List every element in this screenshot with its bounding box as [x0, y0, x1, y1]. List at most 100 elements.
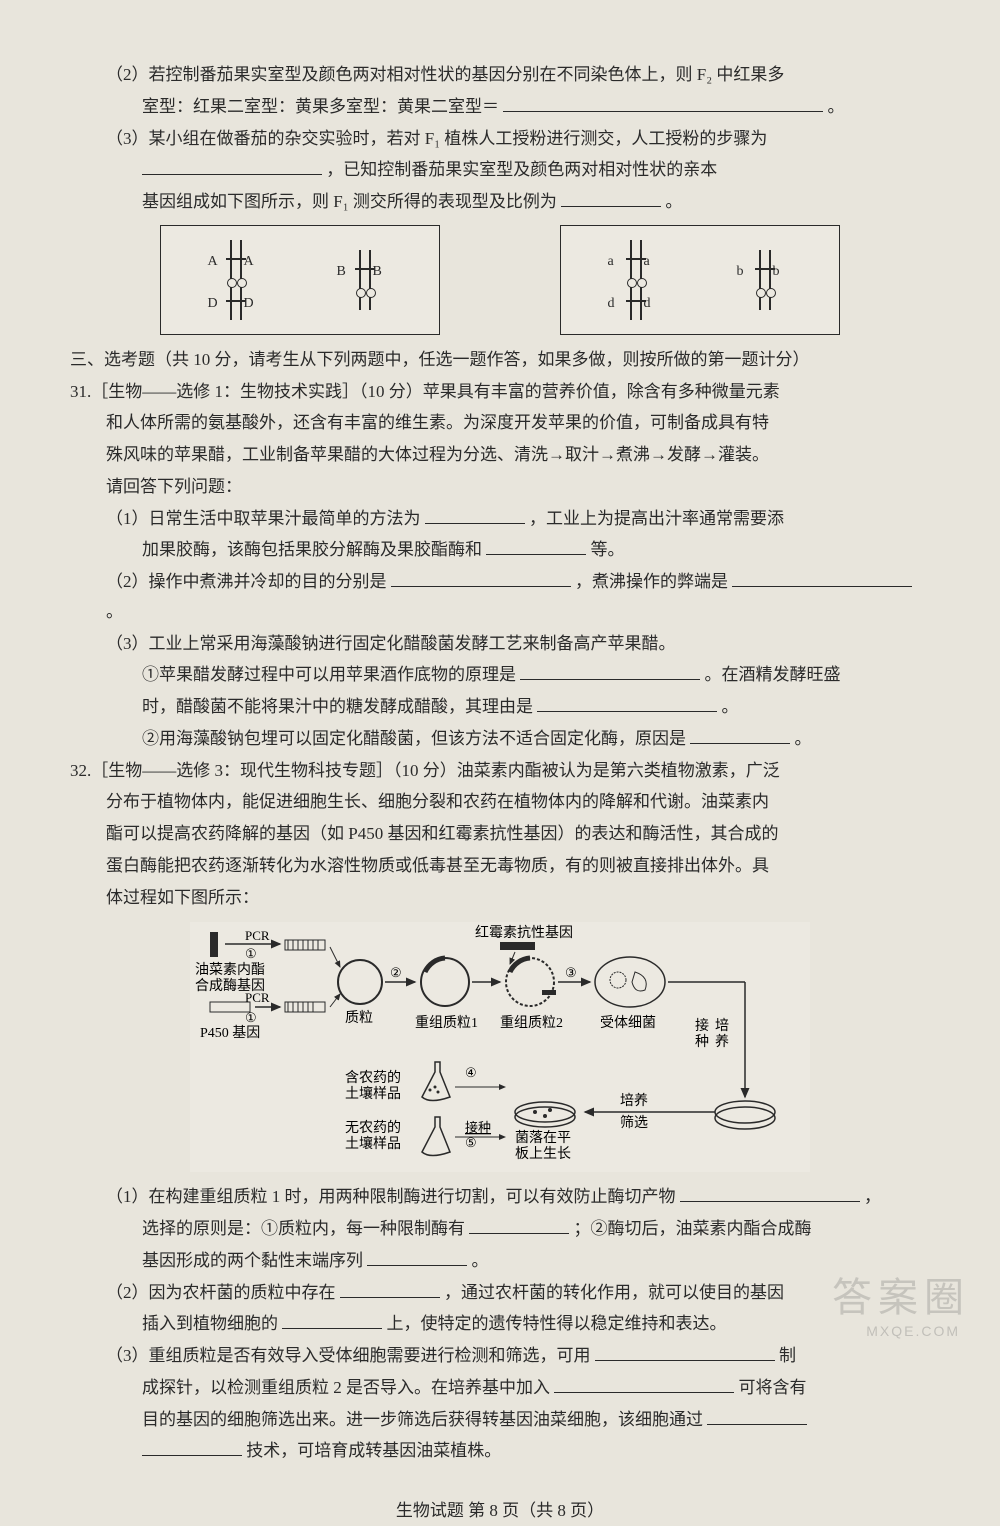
blank: [503, 93, 823, 112]
q30-p3c: 基因组成如下图所示，则 F₁ 测交所得的表现型及比例为 。: [70, 187, 930, 217]
q32-p3c: 成探针，以检测重组质粒 2 是否导入。在培养基中加入 可将含有: [70, 1373, 930, 1403]
q32-p3e: 目的基因的细胞筛选出来。进一步筛选后获得转基因油菜细胞，该细胞通过: [70, 1405, 930, 1435]
text: 。: [106, 602, 123, 621]
text: ；②酶切后，油菜素内酯合成酶: [574, 1219, 812, 1238]
svg-text:种: 种: [695, 1034, 709, 1050]
text: 选择的原则是：①质粒内，每一种限制酶有: [142, 1219, 465, 1238]
blank: [142, 1438, 242, 1457]
q30-p2: （2）若控制番茄果实室型及颜色两对相对性状的基因分别在不同染色体上，则 F₂ 中…: [70, 60, 930, 90]
allele-label: d: [608, 292, 615, 317]
text: 技术，可培育成转基因油菜植株。: [246, 1441, 501, 1460]
text: 室型：红果二室型：黄果多室型：黄果二室型＝: [142, 97, 499, 116]
svg-text:土壤样品: 土壤样品: [345, 1085, 401, 1102]
svg-text:含农药的: 含农药的: [345, 1070, 401, 1086]
blank: [142, 157, 322, 176]
svg-text:重组质粒2: 重组质粒2: [500, 1015, 563, 1031]
svg-text:重组质粒1: 重组质粒1: [415, 1015, 478, 1031]
blank: [469, 1215, 569, 1234]
blank: [707, 1406, 807, 1425]
q32-p2c: 插入到植物细胞的 上，使特定的遗传特性得以稳定维持和表达。: [70, 1309, 930, 1339]
q32-p1e: 基因形成的两个黏性末端序列 。: [70, 1246, 930, 1276]
text: 。: [665, 192, 682, 211]
svg-text:板上生长: 板上生长: [515, 1146, 571, 1162]
q32-p1: （1）在构建重组质粒 1 时，用两种限制酶进行切割，可以有效防止酶切产物 ，: [70, 1182, 930, 1212]
chromosome: b: [769, 250, 771, 310]
allele-label: a: [608, 250, 614, 275]
blank: [561, 188, 661, 207]
svg-text:④: ④: [465, 1065, 477, 1080]
svg-text:质粒: 质粒: [345, 1010, 373, 1026]
text: 。: [828, 97, 845, 116]
q32-l5: 体过程如下图所示：: [70, 883, 930, 913]
chromosome: a d: [640, 240, 642, 320]
svg-text:养: 养: [715, 1034, 729, 1050]
watermark-sub: MXQE.COM: [866, 1319, 960, 1344]
svg-text:受体细菌: 受体细菌: [600, 1015, 656, 1031]
q32-p1c: 选择的原则是：①质粒内，每一种限制酶有 ；②酶切后，油菜素内酯合成酶: [70, 1214, 930, 1244]
svg-text:红霉素抗性基因: 红霉素抗性基因: [475, 924, 573, 941]
chromosome: B: [359, 250, 361, 310]
text: （3）重组质粒是否有效导入受体细胞需要进行检测和筛选，可用: [106, 1346, 591, 1365]
page-content: （2）若控制番茄果实室型及颜色两对相对性状的基因分别在不同染色体上，则 F₂ 中…: [70, 60, 930, 1526]
text: ，煮沸操作的弊端是: [575, 572, 728, 591]
text: （3）某小组在做番茄的杂交实验时，若对 F₁ 植株人工授粉进行测交，人工授粉的步…: [106, 129, 767, 148]
text: 加果胶酶，该酶包括果胶分解酶及果胶酯酶和: [142, 540, 482, 559]
blank: [340, 1279, 440, 1298]
text: （2）因为农杆菌的质粒中存在: [106, 1283, 336, 1302]
allele-label: a: [644, 250, 650, 275]
text: 基因形成的两个黏性末端序列: [142, 1251, 363, 1270]
blank: [282, 1311, 382, 1330]
text: 可将含有: [739, 1378, 807, 1397]
allele-label: A: [208, 250, 218, 275]
blank: [595, 1342, 775, 1361]
q32-l4: 蛋白酶能把农药逐渐转化为水溶性物质或低毒甚至无毒物质，有的则被直接排出体外。具: [70, 851, 930, 881]
svg-text:油菜素内酯: 油菜素内酯: [195, 962, 265, 978]
allele-label: b: [737, 260, 744, 285]
text: 时，醋酸菌不能将果汁中的糖发酵成醋酸，其理由是: [142, 697, 533, 716]
text: ，通过农杆菌的转化作用，就可以使目的基因: [444, 1283, 784, 1302]
pcr-label: PCR: [245, 928, 270, 943]
text: 成探针，以检测重组质粒 2 是否导入。在培养基中加入: [142, 1378, 550, 1397]
svg-text:①: ①: [245, 946, 257, 961]
blank: [732, 568, 912, 587]
q32-p3f: 技术，可培育成转基因油菜植株。: [70, 1436, 930, 1466]
text: （2）操作中煮沸并冷却的目的分别是: [106, 572, 387, 591]
text: （1）在构建重组质粒 1 时，用两种限制酶进行切割，可以有效防止酶切产物: [106, 1187, 676, 1206]
svg-text:接种: 接种: [465, 1120, 491, 1135]
allele-label: D: [244, 292, 254, 317]
q31-l2: 和人体所需的氨基酸外，还含有丰富的维生素。为深度开发苹果的价值，可制备成具有特: [70, 408, 930, 438]
chromosome: A D: [230, 240, 232, 320]
text: ，已知控制番茄果实室型及颜色两对相对性状的亲本: [326, 160, 717, 179]
svg-text:无农药的: 无农药的: [345, 1120, 401, 1136]
text: ，工业上为提高出汁率通常需要添: [529, 509, 784, 528]
blank: [554, 1374, 734, 1393]
text: 。: [722, 697, 739, 716]
svg-text:土壤样品: 土壤样品: [345, 1135, 401, 1152]
q31-p1: （1）日常生活中取苹果汁最简单的方法为 ，工业上为提高出汁率通常需要添: [70, 504, 930, 534]
allele-label: d: [644, 292, 651, 317]
text: 目的基因的细胞筛选出来。进一步筛选后获得转基因油菜细胞，该细胞通过: [142, 1410, 703, 1429]
flow-svg: PCR ① 油菜素内酯 合成酶基因 PCR ① P450 基因 质粒 ②: [190, 922, 810, 1172]
q32-head: 32.［生物——选修 3：现代生物科技专题］（10 分）油菜素内酯被认为是第六类…: [70, 756, 930, 786]
allele-label: A: [244, 250, 254, 275]
q32-p2: （2）因为农杆菌的质粒中存在 ，通过农杆菌的转化作用，就可以使目的基因: [70, 1278, 930, 1308]
text: 。: [795, 729, 812, 748]
svg-text:培养: 培养: [620, 1093, 648, 1109]
q31-head: 31.［生物——选修 1：生物技术实践］（10 分）苹果具有丰富的营养价值，除含…: [70, 377, 930, 407]
chromosome: b: [759, 250, 761, 310]
q32-l3: 酯可以提高农药降解的基因（如 P450 基因和红霉素抗性基因）的表达和酶活性，其…: [70, 819, 930, 849]
allele-label: B: [337, 260, 346, 285]
q30-p2b: 室型：红果二室型：黄果多室型：黄果二室型＝ 。: [70, 92, 930, 122]
chr-pair: b b: [759, 250, 771, 310]
svg-text:①: ①: [245, 1010, 257, 1025]
text: 制: [779, 1346, 796, 1365]
blank: [537, 693, 717, 712]
q31-p3b: ①苹果醋发酵过程中可以用苹果酒作底物的原理是 。在酒精发酵旺盛: [70, 660, 930, 690]
allele-label: B: [373, 260, 382, 285]
text: ①苹果醋发酵过程中可以用苹果酒作底物的原理是: [142, 665, 516, 684]
chr-box-2: a d a d b b: [560, 225, 840, 335]
chr-pair: a d a d: [630, 240, 642, 320]
allele-label: b: [773, 260, 780, 285]
svg-text:P450 基因: P450 基因: [200, 1024, 260, 1041]
chr-pair: A D A D: [230, 240, 242, 320]
